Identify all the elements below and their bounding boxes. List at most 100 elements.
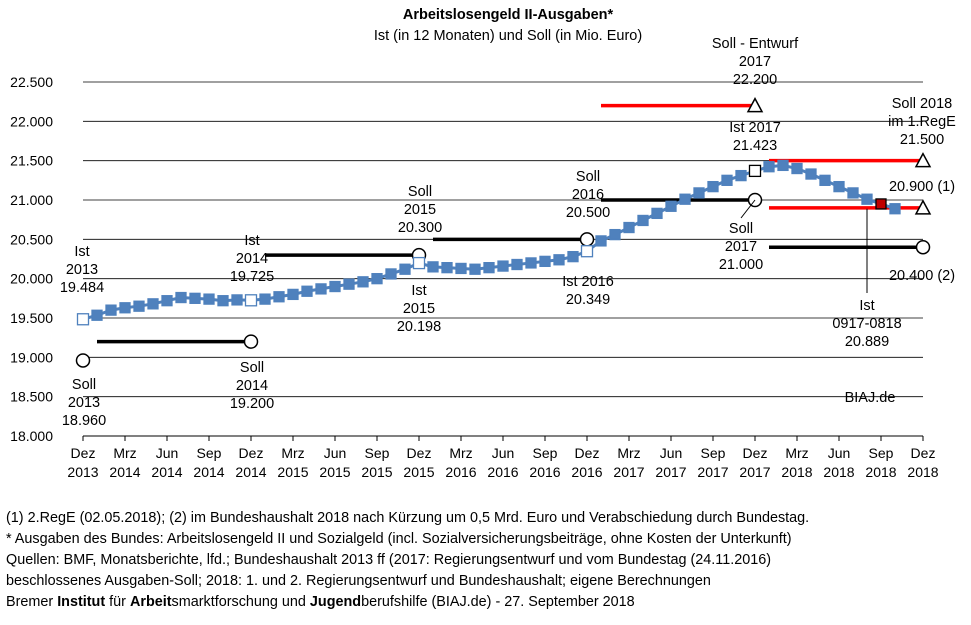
annotation-label: 2017 (725, 239, 757, 255)
ist-data-point (651, 207, 663, 220)
soll-segments (75, 97, 932, 368)
annotation-label: 20.900 (1) (889, 179, 955, 195)
ist-data-point (525, 257, 537, 269)
ist-data-point (777, 159, 789, 172)
annotation-label: 0917-0818 (832, 316, 901, 332)
x-tick-label: Dez (575, 445, 600, 461)
x-tick-label: Jun (492, 445, 515, 461)
annotation-label: 18.960 (62, 413, 106, 429)
soll-triangle-marker (746, 97, 764, 113)
annotation-label: 21.423 (733, 138, 777, 154)
annotation-label: 2015 (404, 202, 436, 218)
ist-series (76, 159, 901, 326)
ist-data-point (133, 300, 145, 312)
annotation-label: 2014 (236, 378, 268, 394)
ist-data-point (455, 262, 467, 275)
x-tick-label: 2018 (781, 464, 812, 480)
annotation-label: 20.400 (2) (889, 268, 955, 284)
x-tick-label: 2018 (907, 464, 938, 480)
ist-data-point (707, 180, 719, 193)
y-tick-label: 21.000 (10, 192, 53, 208)
annotations: Ist 2013 19.484 Soll 2013 18.960 Ist 2014 19.725… (60, 36, 956, 429)
x-tick-label: Jun (156, 445, 179, 461)
ist-data-point (693, 187, 705, 199)
x-tick-label: Sep (869, 445, 894, 461)
ist-data-point (553, 254, 565, 266)
annotation-label: Soll (729, 221, 753, 237)
soll-circle-marker (915, 239, 931, 255)
ist-data-point (567, 250, 579, 263)
ist-data-point (119, 302, 131, 314)
ist-data-point (721, 174, 733, 186)
ist-data-point (441, 262, 453, 274)
footnote-3: Quellen: BMF, Monatsberichte, lfd.; Bund… (6, 552, 772, 568)
y-tick-label: 19.500 (10, 310, 53, 326)
x-tick-label: 2017 (697, 464, 728, 480)
ist-data-point (412, 256, 426, 270)
footnotes: (1) 2.RegE (02.05.2018); (2) im Bundesha… (6, 508, 966, 613)
footnote-1: (1) 2.RegE (02.05.2018); (2) im Bundesha… (6, 510, 810, 526)
x-tick-label: 2017 (613, 464, 644, 480)
ist-data-point (637, 214, 649, 227)
x-tick-label: 2015 (319, 464, 350, 480)
soll-circle-marker (243, 334, 259, 349)
ist-data-point (679, 193, 691, 205)
annotation-label: Ist (411, 283, 426, 299)
annotation-label: Soll - Entwurf (712, 36, 799, 52)
x-tick-label: 2018 (865, 464, 896, 480)
x-tick-label: 2016 (529, 464, 560, 480)
ist-data-point (833, 180, 845, 193)
ist-data-point (427, 261, 439, 273)
annotation-label: 20.198 (397, 319, 441, 335)
ist-data-point (580, 245, 594, 258)
annotation-label: Ist (74, 244, 89, 260)
ist-data-point (217, 295, 229, 307)
soll-circle-marker (579, 232, 595, 247)
ist-data-point (748, 164, 762, 178)
annotation-label: Ist (859, 298, 874, 314)
ist-data-point (244, 294, 258, 307)
annotation-label: Soll (576, 169, 600, 185)
ist-data-point (483, 262, 495, 274)
y-tick-label: 18.000 (10, 428, 53, 444)
annotation-label: 20.500 (566, 205, 610, 221)
y-axis: 18.000 18.500 19.000 19.500 20.000 20.500 21.0… (10, 74, 53, 444)
ist-data-point (189, 292, 201, 304)
y-tick-label: 19.000 (10, 349, 53, 365)
x-tick-label: 2016 (487, 464, 518, 480)
x-tick-label: Dez (71, 445, 96, 461)
ist-data-point (875, 198, 887, 210)
annotation-label: Ist 2017 (729, 120, 781, 136)
y-tick-label: 22.000 (10, 113, 53, 129)
annotation-label: Ist 2016 (562, 274, 614, 290)
x-tick-label: 2015 (403, 464, 434, 480)
annotation-label: BIAJ.de (845, 390, 896, 406)
x-tick-label: Dez (743, 445, 768, 461)
ist-data-point (315, 283, 327, 295)
ist-data-point (357, 276, 369, 288)
credit-line: Bremer Institut für Arbeitsmarktforschun… (6, 594, 635, 610)
x-tick-label: Dez (407, 445, 432, 461)
annotation-label: 22.200 (733, 72, 777, 88)
ist-data-point (287, 288, 299, 301)
ist-data-point (805, 168, 817, 180)
x-tick-label: Sep (533, 445, 558, 461)
x-tick-label: 2014 (235, 464, 266, 480)
footnote-2: * Ausgaben des Bundes: Arbeitslosengeld … (6, 531, 792, 547)
annotation-label: 20.889 (845, 334, 889, 350)
x-tick-label: Mrz (785, 445, 808, 461)
x-axis: Dez 2013 Mrz 2014 Jun 2014 Sep 2014 Dez 2014 Mrz 20… (67, 435, 939, 480)
annotation-label: Ist (244, 233, 259, 249)
y-tick-label: 20.000 (10, 271, 53, 287)
soll-triangle-marker (914, 152, 932, 168)
x-tick-label: Sep (365, 445, 390, 461)
x-tick-label: 2015 (277, 464, 308, 480)
annotation-label: Soll 2018 (892, 96, 952, 112)
x-tick-label: 2017 (739, 464, 770, 480)
ist-data-point (791, 162, 803, 175)
annotation-label: 2013 (66, 262, 98, 278)
annotation-label: 21.000 (719, 257, 763, 273)
annotation-label: 19.725 (230, 269, 274, 285)
chart: Arbeitslosengeld II-Ausgaben* Ist (in 12… (10, 7, 956, 480)
x-tick-label: Dez (239, 445, 264, 461)
